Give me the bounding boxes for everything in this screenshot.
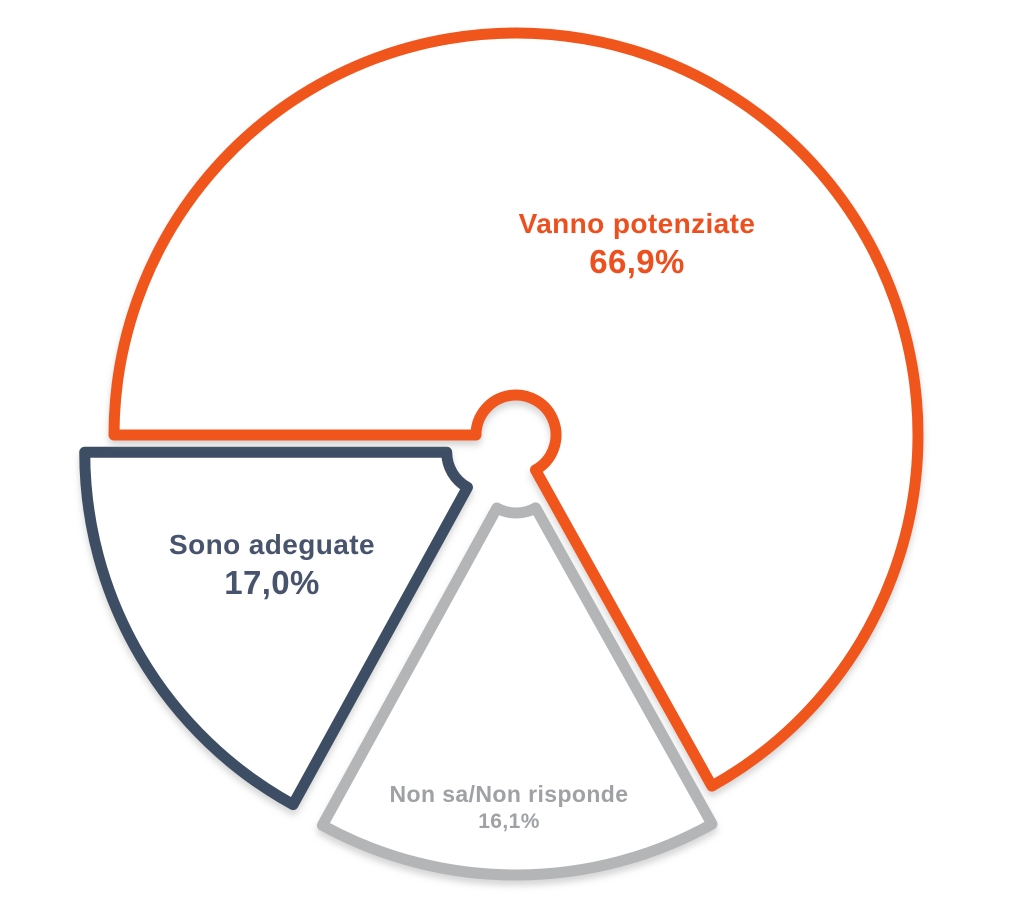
pie-slice-non-sa-non-risponde (316, 502, 718, 881)
pie-slice-sono-adeguate (79, 446, 473, 811)
pie-slice-vanno-potenziate (108, 27, 924, 792)
